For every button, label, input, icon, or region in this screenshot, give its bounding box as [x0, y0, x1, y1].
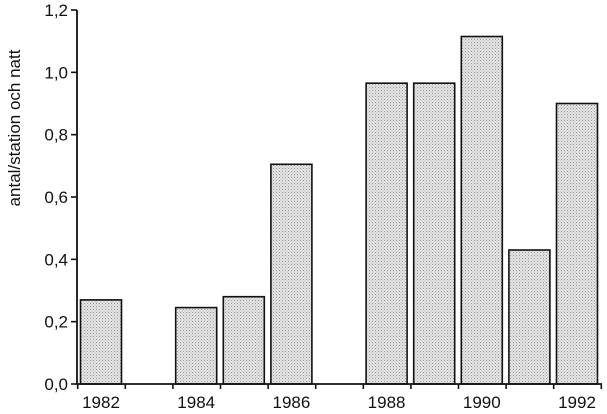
y-axis-title: antal/station och natt [5, 49, 24, 206]
bar-1988 [365, 82, 408, 385]
x-tick-label: 1988 [368, 393, 406, 412]
bar-1989 [412, 82, 456, 385]
y-tick-label: 0,0 [44, 375, 68, 394]
bar-1982 [79, 299, 123, 385]
bar-1986 [270, 163, 313, 385]
x-tick-label: 1984 [177, 393, 215, 412]
bar-1992 [555, 102, 599, 385]
y-tick-label: 0,4 [44, 250, 68, 269]
x-tick-label: 1990 [463, 393, 501, 412]
y-axis: 0,0 0,2 0,4 0,6 0,8 1,0 1,2 [44, 1, 78, 394]
bars-group [79, 35, 599, 385]
x-tick-label: 1982 [82, 393, 120, 412]
y-tick-label: 0,8 [44, 126, 68, 145]
y-tick-label: 0,6 [44, 188, 68, 207]
y-tick-label: 1,2 [44, 1, 68, 20]
x-axis: 1982 1984 1986 1988 1990 1992 [76, 383, 603, 412]
bar-1990 [460, 35, 504, 385]
x-tick-label: 1986 [272, 393, 310, 412]
bar-1984 [174, 306, 218, 385]
bar-1991 [508, 249, 551, 385]
y-tick-label: 0,2 [44, 313, 68, 332]
y-tick-label: 1,0 [44, 63, 68, 82]
x-tick-label: 1992 [558, 393, 596, 412]
bar-1985 [222, 295, 266, 385]
